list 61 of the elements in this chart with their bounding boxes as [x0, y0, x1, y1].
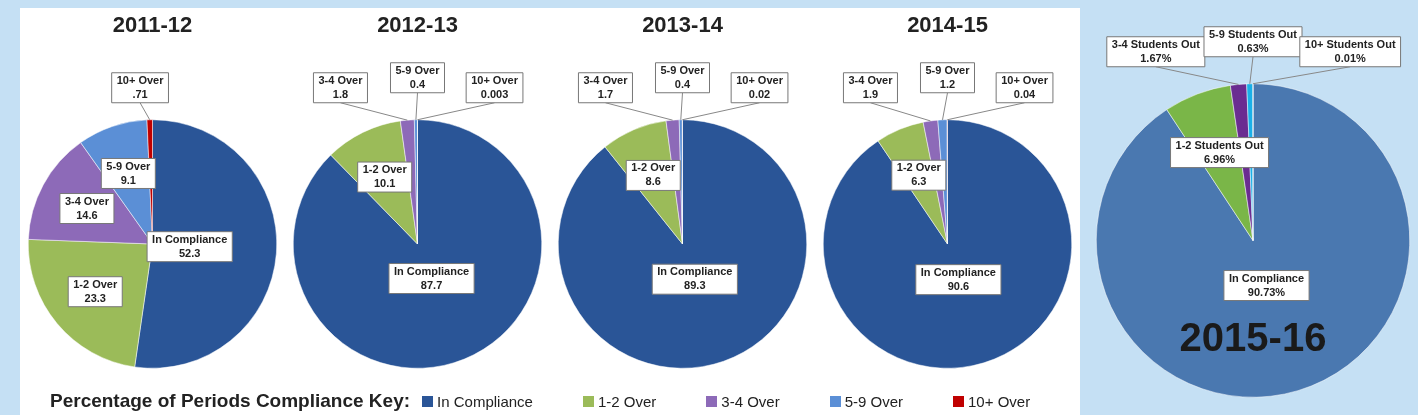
- slice-label: 10+ Over: [1001, 73, 1049, 86]
- slice-label: 3-4 Students Out: [1111, 37, 1201, 50]
- chart-title: 2014-15: [906, 12, 989, 38]
- data-label: 0.04: [1013, 87, 1037, 100]
- data-label: 23.3: [84, 291, 106, 304]
- slice-label: 1-2 Over: [896, 161, 942, 174]
- data-label: 1.2: [939, 77, 956, 90]
- data-label: 9.1: [120, 173, 136, 186]
- slice-label: In Compliance: [920, 265, 996, 278]
- text: 2015-16: [1178, 315, 1328, 360]
- slice-label: 1-2 Over: [631, 161, 676, 174]
- data-label: 90.73%: [1247, 285, 1286, 298]
- legend-label: 5-9 Over: [844, 392, 904, 410]
- legend-label: 1-2 Over: [597, 392, 657, 410]
- data-label: 1.8: [332, 87, 349, 100]
- data-label: .71: [132, 87, 148, 100]
- data-label: 52.3: [178, 246, 201, 259]
- slice-label: 1-2 Over: [73, 277, 118, 290]
- slice-label: 5-9 Students Out: [1208, 27, 1298, 40]
- slice-label: 5-9 Over: [106, 159, 152, 172]
- data-label: 90.6: [947, 279, 970, 292]
- data-label: 1.7: [597, 87, 614, 100]
- slice-label: In Compliance: [657, 265, 733, 278]
- slice-label: 3-4 Over: [583, 73, 629, 86]
- slice-label: 10+ Over: [736, 73, 784, 86]
- slice-label: 1-2 Students Out: [1175, 138, 1264, 151]
- data-label: 1.67%: [1140, 51, 1172, 64]
- slice-label: In Compliance: [152, 232, 228, 245]
- slice-label: 5-9 Over: [395, 63, 441, 76]
- slice-label: 5-9 Over: [925, 63, 971, 76]
- slice-label: In Compliance: [1228, 271, 1305, 284]
- legend-title: Percentage of Periods Compliance Key:: [50, 390, 411, 412]
- slice-label: 10+ Over: [116, 73, 165, 86]
- data-label: 0.02: [748, 87, 771, 100]
- slice-label: 3-4 Over: [848, 73, 894, 86]
- slice-label: 1-2 Over: [362, 163, 408, 176]
- legend-label: 10+ Over: [968, 392, 1031, 410]
- data-label: 1.9: [862, 87, 879, 100]
- data-label: 8.6: [645, 175, 661, 188]
- slice-label: 3-4 Over: [318, 73, 364, 86]
- slice-label: 10+ Over: [471, 73, 519, 86]
- data-label: 89.3: [684, 279, 706, 292]
- legend-label: In Compliance: [437, 392, 533, 410]
- slice-label: 3-4 Over: [64, 194, 110, 207]
- data-label: 0.63%: [1237, 41, 1269, 54]
- data-label: 87.7: [420, 278, 443, 291]
- data-label: 10.1: [373, 177, 396, 190]
- chart-title: 2013-14: [641, 12, 724, 38]
- data-label: 0.4: [674, 77, 692, 90]
- legend-label: 3-4 Over: [721, 392, 780, 410]
- data-label: 6.3: [911, 175, 927, 188]
- data-label: 0.01%: [1334, 51, 1366, 64]
- chart-title: 2012-13: [376, 12, 459, 38]
- data-label: 0.003: [480, 87, 509, 100]
- slice-label: 5-9 Over: [660, 63, 706, 76]
- slice-label: In Compliance: [393, 264, 470, 277]
- data-label: 14.6: [76, 208, 98, 221]
- data-label: 6.96%: [1203, 152, 1236, 165]
- slice-label: 10+ Students Out: [1304, 37, 1396, 50]
- chart-title: 2011-12: [111, 12, 194, 38]
- data-label: 0.4: [409, 77, 427, 90]
